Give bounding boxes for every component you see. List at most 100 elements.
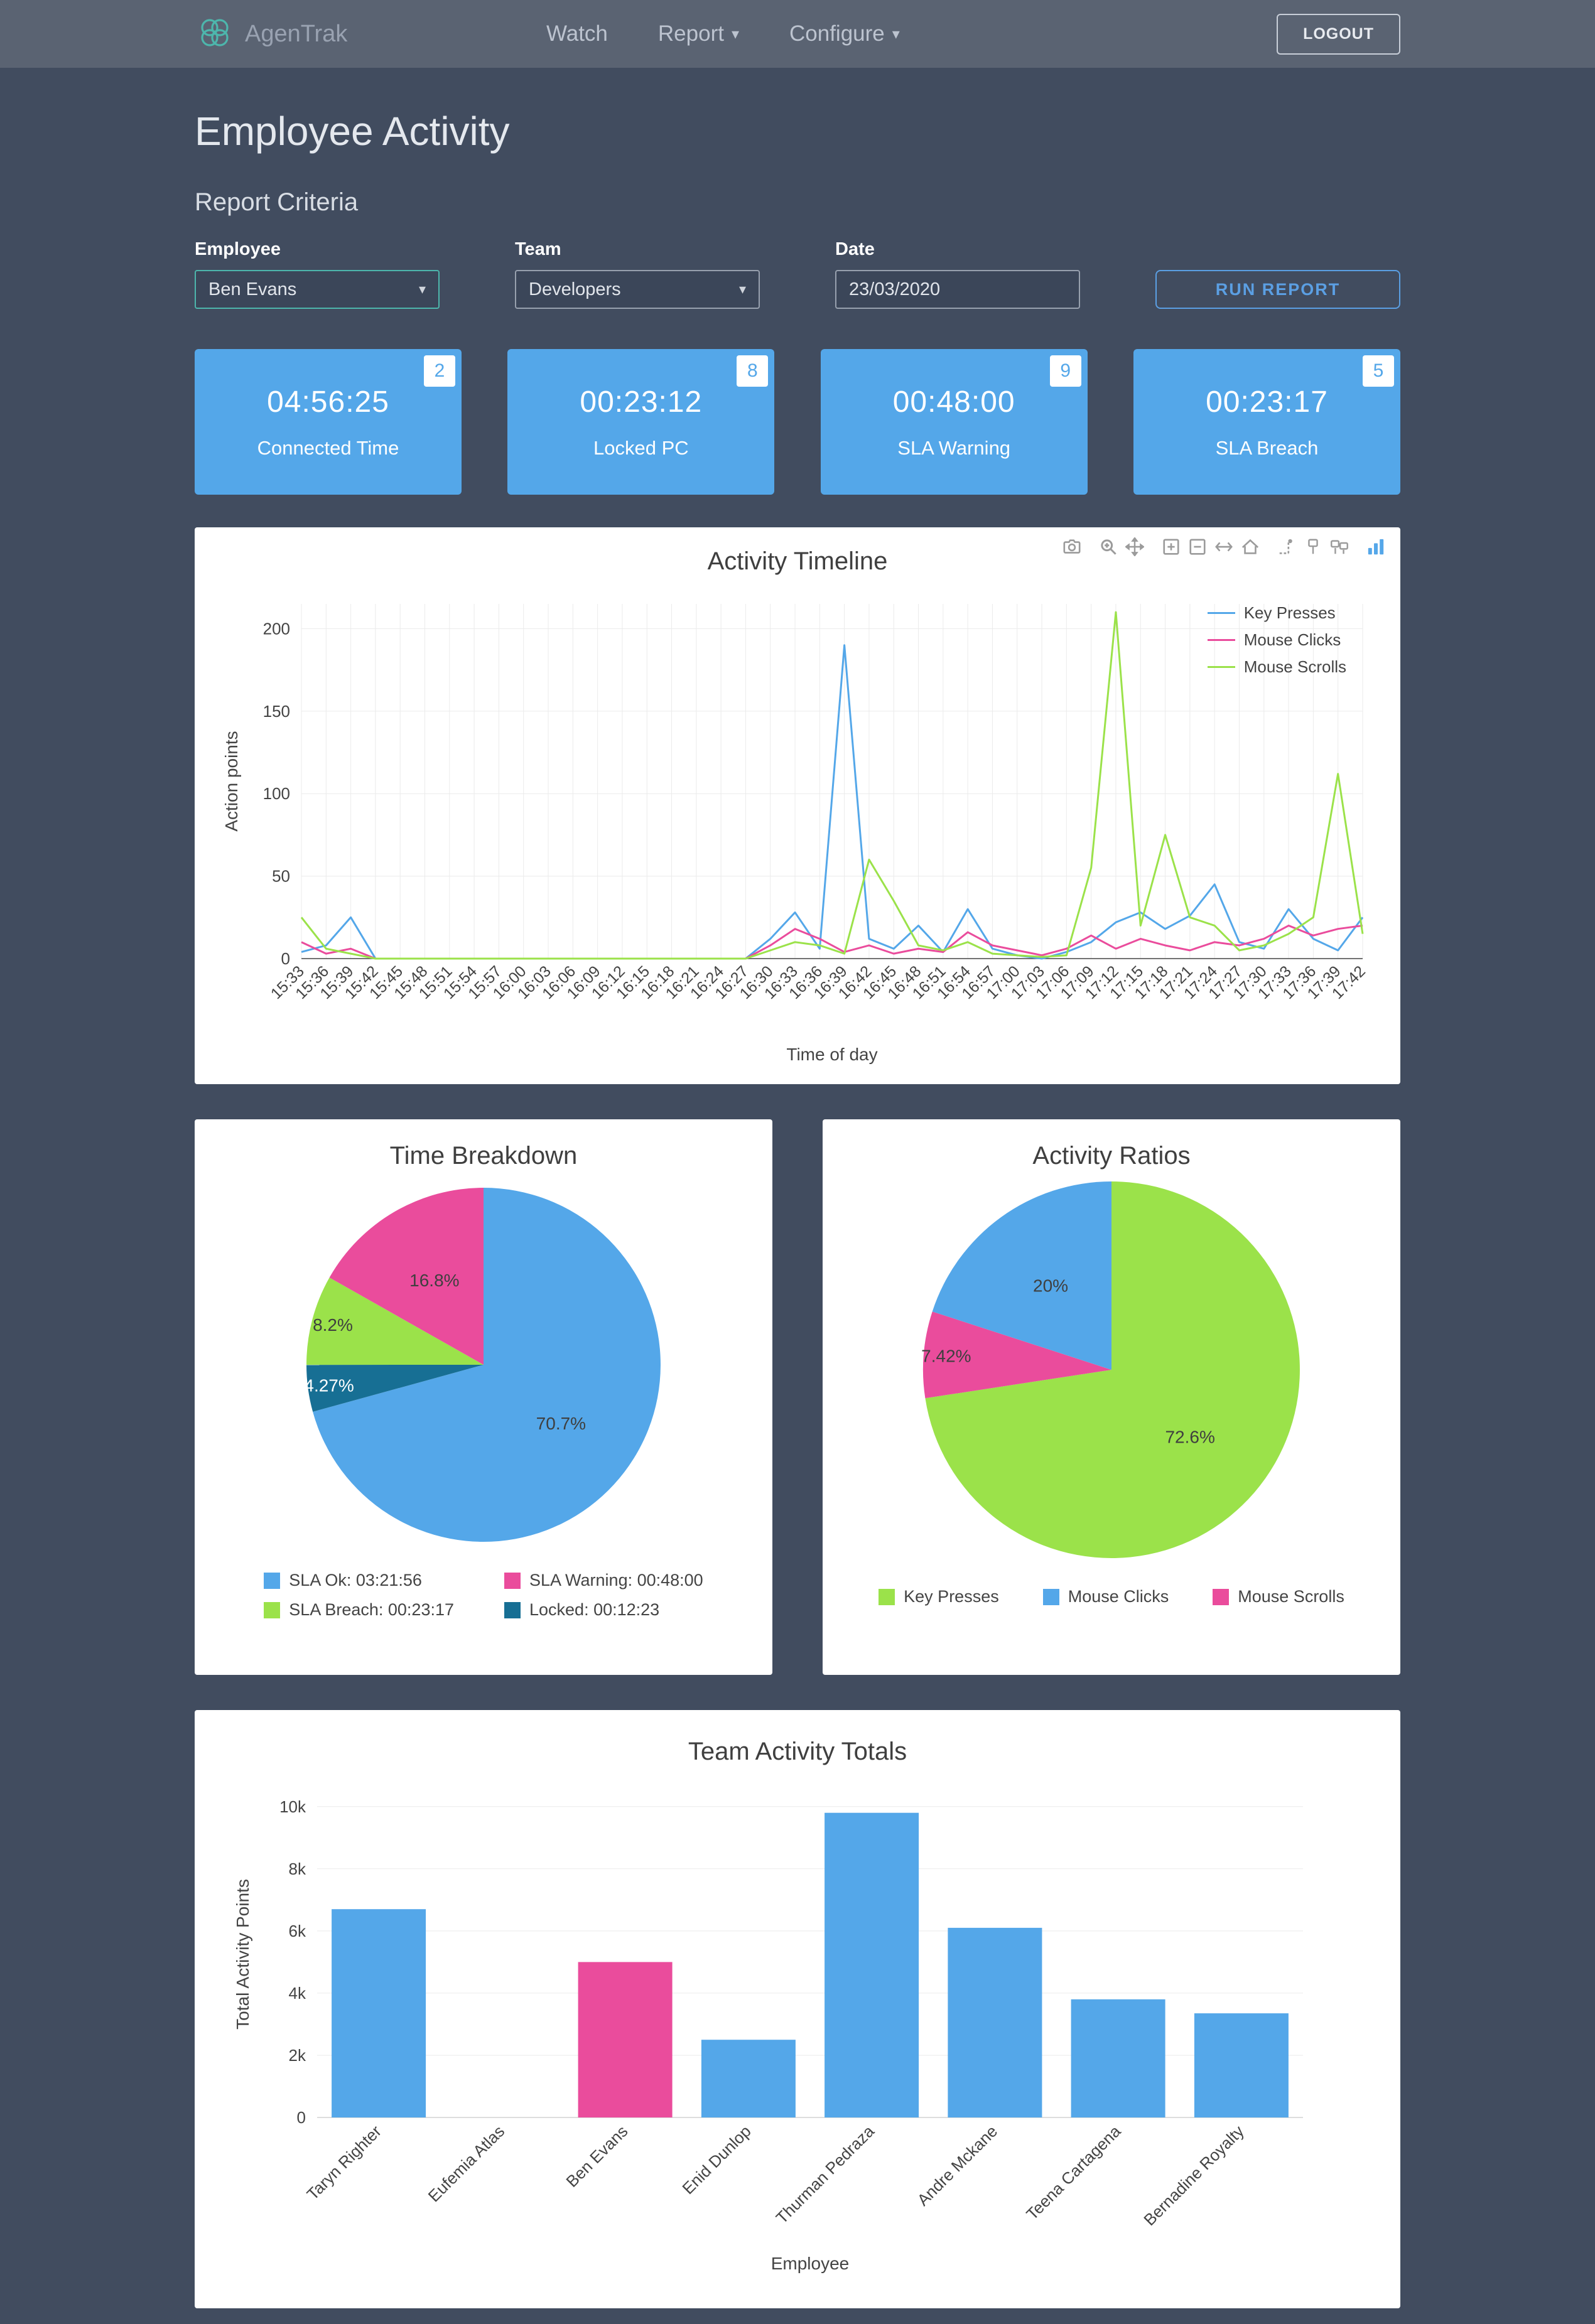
stat-badge: 9 <box>1049 355 1081 387</box>
svg-text:Action points: Action points <box>222 731 241 831</box>
zoom-icon[interactable] <box>1099 537 1118 556</box>
zoom-out-icon[interactable] <box>1188 537 1207 556</box>
svg-text:70.7%: 70.7% <box>536 1414 586 1433</box>
timeline-legend: Key Presses Mouse Clicks Mouse Scrolls <box>1207 603 1346 677</box>
legend-swatch <box>1213 1588 1230 1605</box>
brand[interactable]: AgenTrak <box>195 15 546 53</box>
legend-label: SLA Breach: 00:23:17 <box>289 1600 454 1619</box>
stat-card-connected-time: 2 04:56:25 Connected Time <box>195 349 462 495</box>
main-menu: Watch Report ▾ Configure ▾ <box>546 21 900 46</box>
legend-line-swatch <box>1207 639 1235 641</box>
camera-icon[interactable] <box>1062 537 1081 556</box>
pie-charts-row: Time Breakdown 70.7% 4.27% 8.2% 16.8% SLA O… <box>195 1119 1400 1675</box>
menu-item-label: Report <box>657 21 724 46</box>
reset-home-icon[interactable] <box>1241 537 1260 556</box>
autoscale-icon[interactable] <box>1214 537 1233 556</box>
legend-label: Key Presses <box>1243 603 1336 622</box>
svg-text:20%: 20% <box>1033 1276 1068 1296</box>
team-activity-bar-chart[interactable]: 0 2k 4k 6k 8k 10k Taryn Righter Eufemia Atlas Be… <box>207 1766 1388 2300</box>
svg-text:Time of day: Time of day <box>786 1045 877 1064</box>
legend-line-swatch <box>1207 666 1235 668</box>
employee-select-value: Ben Evans <box>208 279 297 299</box>
chart-modebar <box>1055 537 1385 556</box>
stat-label: SLA Warning <box>897 436 1011 459</box>
menu-item-label: Watch <box>546 21 608 46</box>
legend-item-mouse-clicks[interactable]: Mouse Clicks <box>1042 1587 1169 1606</box>
activity-timeline-card: Activity Timeline 0 50 100 150 200 15:33 15:36… <box>195 527 1400 1084</box>
zoom-in-icon[interactable] <box>1162 537 1181 556</box>
team-activity-title: Team Activity Totals <box>688 1738 907 1765</box>
svg-text:Bernadine Royalty: Bernadine Royalty <box>1140 2122 1247 2229</box>
time-breakdown-pie-chart[interactable]: 70.7% 4.27% 8.2% 16.8% <box>195 1170 772 1559</box>
brand-name: AgenTrak <box>245 20 348 47</box>
legend-item-mouse-clicks[interactable]: Mouse Clicks <box>1207 630 1346 650</box>
svg-text:0: 0 <box>297 2108 306 2127</box>
menu-item-watch[interactable]: Watch <box>546 21 608 46</box>
timeline-chart-title: Activity Timeline <box>707 547 888 575</box>
activity-ratios-pie-chart[interactable]: 72.6% 7.42% 20% <box>823 1170 1400 1572</box>
hover-closest-icon[interactable] <box>1304 537 1322 556</box>
legend-label: Locked: 00:12:23 <box>529 1600 660 1619</box>
svg-text:50: 50 <box>272 867 290 886</box>
svg-text:100: 100 <box>263 784 290 803</box>
legend-item-locked-00-12-23[interactable]: Locked: 00:12:23 <box>504 1600 703 1620</box>
logout-button[interactable]: LOGOUT <box>1277 13 1400 55</box>
svg-text:200: 200 <box>263 619 290 638</box>
time-breakdown-title: Time Breakdown <box>389 1142 578 1170</box>
toggle-spikelines-icon[interactable] <box>1277 537 1296 556</box>
activity-ratios-legend: Key Presses Mouse Clicks Mouse Scrolls <box>823 1587 1400 1606</box>
stat-badge: 2 <box>424 355 455 387</box>
legend-swatch <box>504 1601 521 1618</box>
plotly-logo-icon[interactable] <box>1366 537 1385 556</box>
legend-line-swatch <box>1207 612 1235 614</box>
legend-swatch <box>1042 1588 1059 1605</box>
stat-time: 00:23:12 <box>580 385 703 419</box>
svg-text:Eufemia Atlas: Eufemia Atlas <box>424 2122 509 2206</box>
stat-label: Connected Time <box>257 436 399 459</box>
legend-label: Mouse Clicks <box>1243 630 1341 649</box>
chevron-down-icon: ▾ <box>738 281 746 297</box>
timeline-plot-area: 0 50 100 150 200 15:33 15:36 15:39 15:42 15:45 15:… <box>207 576 1388 1078</box>
team-field: Team Developers ▾ <box>515 239 760 309</box>
legend-item-sla-breach-00-23-17[interactable]: SLA Breach: 00:23:17 <box>264 1600 454 1620</box>
hover-compare-icon[interactable] <box>1330 537 1349 556</box>
stat-time: 00:23:17 <box>1206 385 1328 419</box>
chevron-down-icon: ▾ <box>418 281 426 297</box>
time-breakdown-legend: SLA Ok: 03:21:56 SLA Warning: 00:48:00 SLA… <box>195 1571 772 1620</box>
legend-item-mouse-scrolls[interactable]: Mouse Scrolls <box>1207 657 1346 677</box>
stat-time: 04:56:25 <box>267 385 389 419</box>
svg-text:Teena Cartagena: Teena Cartagena <box>1022 2121 1125 2224</box>
activity-ratios-card: Activity Ratios 72.6% 7.42% 20% Key Presse… <box>823 1119 1400 1675</box>
date-input-value: 23/03/2020 <box>849 279 941 299</box>
svg-text:16.8%: 16.8% <box>409 1271 459 1290</box>
menu-item-report[interactable]: Report ▾ <box>658 21 739 46</box>
run-report-field: RUN REPORT <box>1155 239 1400 309</box>
stat-label: SLA Breach <box>1215 436 1319 459</box>
legend-item-key-presses[interactable]: Key Presses <box>879 1587 999 1606</box>
pan-icon[interactable] <box>1125 537 1144 556</box>
menu-item-label: Configure <box>789 21 885 46</box>
legend-item-sla-ok-03-21-56[interactable]: SLA Ok: 03:21:56 <box>264 1571 454 1590</box>
legend-item-sla-warning-00-48-00[interactable]: SLA Warning: 00:48:00 <box>504 1571 703 1590</box>
legend-label: SLA Warning: 00:48:00 <box>529 1571 703 1590</box>
svg-text:6k: 6k <box>289 1922 306 1940</box>
stat-label: Locked PC <box>593 436 689 459</box>
team-select[interactable]: Developers ▾ <box>515 270 760 309</box>
stat-time: 00:48:00 <box>892 385 1015 419</box>
chevron-down-icon: ▾ <box>892 25 900 43</box>
stat-card-sla-warning: 9 00:48:00 SLA Warning <box>820 349 1088 495</box>
svg-text:Employee: Employee <box>771 2254 850 2273</box>
svg-text:8k: 8k <box>289 1859 306 1878</box>
legend-label: Key Presses <box>904 1587 999 1606</box>
svg-text:Total Activity Points: Total Activity Points <box>233 1879 252 2030</box>
date-input[interactable]: 23/03/2020 <box>835 270 1080 309</box>
activity-timeline-chart[interactable]: 05010015020015:3315:3615:3915:4215:4515:… <box>207 576 1388 1078</box>
page-title: Employee Activity <box>195 109 510 154</box>
legend-item-key-presses[interactable]: Key Presses <box>1207 603 1346 623</box>
employee-select[interactable]: Ben Evans ▾ <box>195 270 440 309</box>
svg-text:4k: 4k <box>289 1984 306 2003</box>
run-report-button[interactable]: RUN REPORT <box>1155 270 1400 309</box>
menu-item-configure[interactable]: Configure ▾ <box>789 21 900 46</box>
svg-text:10k: 10k <box>279 1797 306 1816</box>
legend-item-mouse-scrolls[interactable]: Mouse Scrolls <box>1213 1587 1344 1606</box>
